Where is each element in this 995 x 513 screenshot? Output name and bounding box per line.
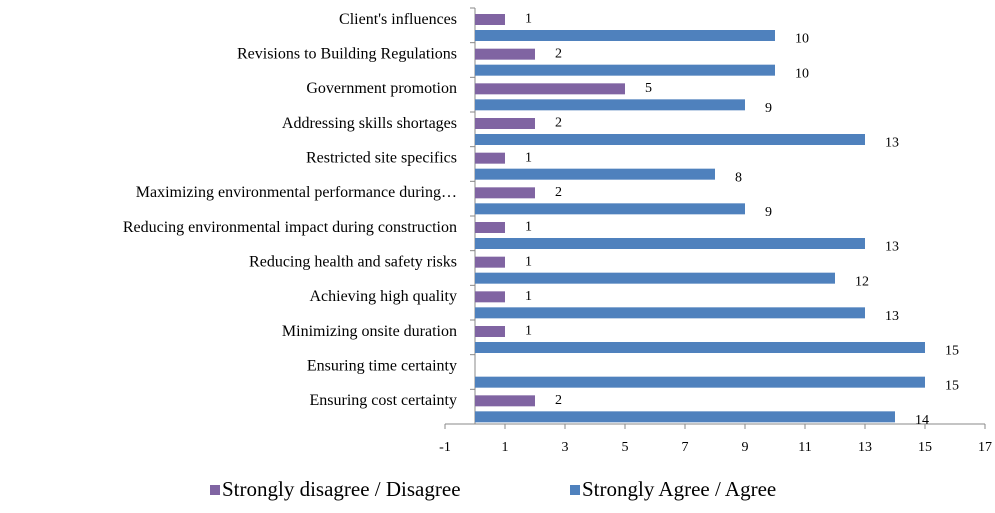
category-label: Government promotion [306,80,457,97]
bar [475,376,925,388]
value-label: 15 [945,344,959,359]
bar [475,187,535,199]
x-tick-label: 3 [562,440,569,455]
bar [475,30,775,41]
bar [475,203,745,215]
bar [475,291,505,303]
legend-swatch [570,485,580,495]
value-label: 12 [855,274,869,289]
bar [475,238,865,249]
bar [475,64,775,76]
bar [475,83,625,95]
bar [475,326,505,337]
category-label: Ensuring cost certainty [309,392,457,409]
value-label: 1 [525,289,532,304]
value-label: 5 [645,81,652,96]
value-label: 8 [735,170,742,185]
legend-label: Strongly disagree / Disagree [222,477,461,501]
bar [475,48,535,60]
x-tick-label: 11 [798,440,811,455]
x-tick-label: 5 [622,440,629,455]
x-tick-label: 15 [918,440,932,455]
value-label: 2 [555,393,562,408]
category-label: Addressing skills shortages [282,115,457,132]
value-label: 1 [525,12,532,27]
value-label: 2 [555,116,562,131]
category-label: Restricted site specifics [306,149,457,166]
value-label: 1 [525,150,532,165]
bar [475,134,865,145]
bar [475,168,715,180]
bar [475,272,835,284]
bar [475,411,895,423]
value-label: 1 [525,324,532,339]
category-label: Reducing environmental impact during con… [123,219,457,236]
category-label: Maximizing environmental performance dur… [136,184,457,201]
bar [475,256,505,268]
value-label: 13 [885,309,899,324]
x-tick-label: 13 [858,440,872,455]
value-label: 10 [795,32,809,47]
value-label: 1 [525,254,532,269]
bar [475,14,505,25]
x-tick-label: 7 [682,440,689,455]
x-tick-label: 1 [502,440,509,455]
bar [475,307,865,319]
value-label: 13 [885,136,899,151]
value-label: 2 [555,46,562,61]
category-label: Minimizing onsite duration [282,323,457,340]
value-label: 14 [915,413,929,428]
bar [475,99,745,111]
category-label: Revisions to Building Regulations [237,45,457,62]
category-label: Client's influences [339,11,457,28]
value-label: 13 [885,240,899,255]
legend-label: Strongly Agree / Agree [582,477,776,501]
category-label: Achieving high quality [309,288,457,305]
value-label: 2 [555,185,562,200]
bar [475,395,535,407]
x-tick-label: 17 [978,440,992,455]
bar [475,222,505,233]
bar [475,342,925,353]
value-label: 9 [765,205,772,220]
value-label: 10 [795,66,809,81]
value-label: 15 [945,378,959,393]
legend-swatch [210,485,220,495]
category-label: Ensuring time certainty [307,357,457,374]
value-label: 1 [525,220,532,235]
x-tick-label: 9 [742,440,749,455]
bar [475,152,505,164]
value-label: 9 [765,101,772,116]
category-label: Reducing health and safety risks [249,253,457,270]
bar [475,118,535,129]
x-tick-label: -1 [439,440,451,455]
